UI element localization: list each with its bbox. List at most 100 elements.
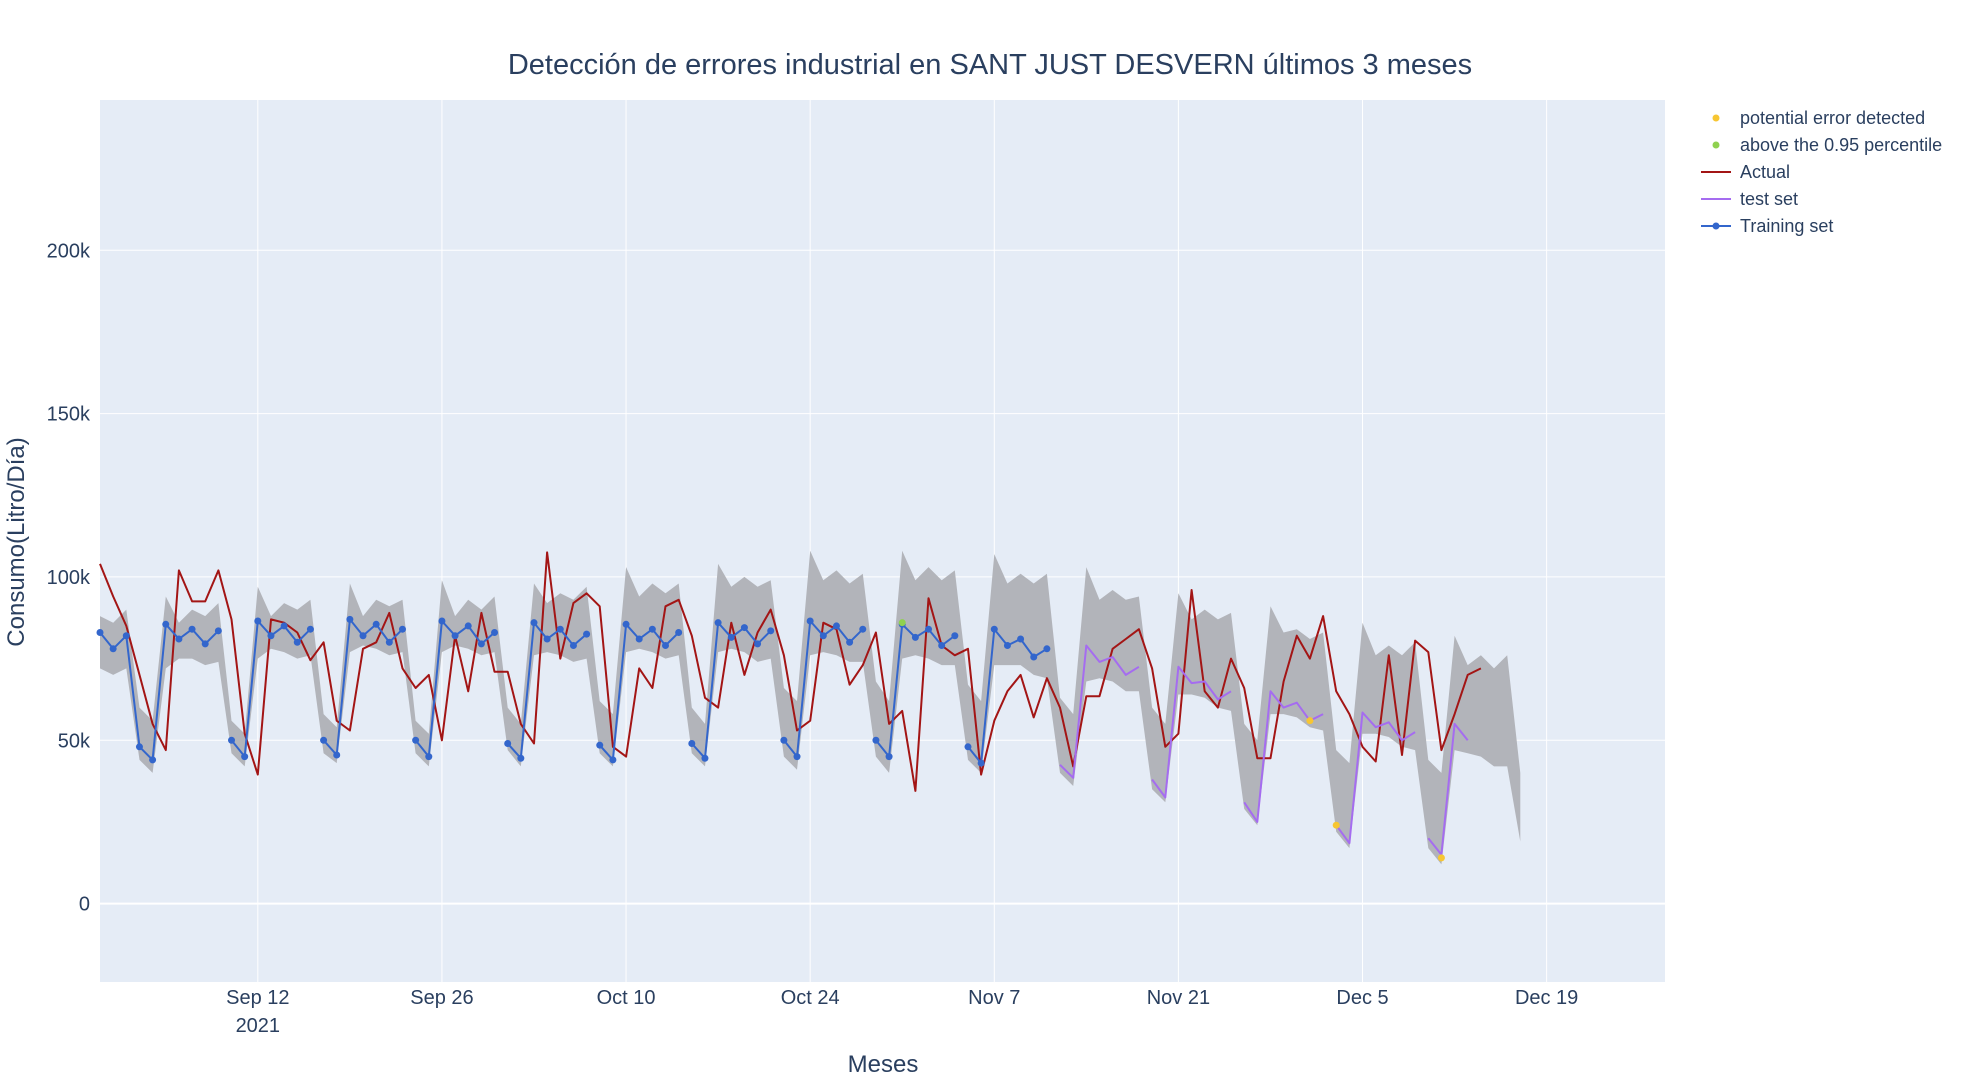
training-point <box>228 736 236 744</box>
x-tick-label: Nov 21 <box>1147 987 1210 1009</box>
training-point <box>188 625 196 633</box>
training-point <box>175 635 183 643</box>
y-tick-label: 150k <box>47 404 91 426</box>
test-series-line <box>1427 722 1469 856</box>
training-point <box>1003 642 1011 650</box>
confidence-band-area <box>100 550 1521 865</box>
chart-title: Detección de errores industrial en SANT … <box>508 49 1472 81</box>
training-point <box>925 625 933 633</box>
training-point <box>622 620 630 628</box>
training-point <box>675 628 683 636</box>
training-point <box>464 622 472 630</box>
legend-label: above the 0.95 percentile <box>1740 135 1942 155</box>
legend-swatch <box>1712 141 1720 149</box>
training-point <box>241 753 249 761</box>
training-point <box>964 743 972 751</box>
test-series-line <box>1059 644 1140 779</box>
training-point <box>938 642 946 650</box>
training-point <box>609 756 617 764</box>
training-point <box>320 736 328 744</box>
legend-item: Training set <box>1701 216 1833 236</box>
training-point <box>1017 635 1025 643</box>
x-tick-label: Dec 5 <box>1336 987 1388 1009</box>
x-tick-label: Sep 26 <box>410 987 473 1009</box>
legend-label: potential error detected <box>1740 108 1925 128</box>
legend-label: Actual <box>1740 162 1790 182</box>
training-point <box>149 756 157 764</box>
x-tick-label: Dec 19 <box>1515 987 1578 1009</box>
y-tick-label: 50k <box>58 730 91 752</box>
training-point <box>346 615 354 623</box>
training-point <box>122 632 130 640</box>
training-point <box>254 617 262 625</box>
legend-item: potential error detected <box>1712 108 1925 128</box>
training-point <box>596 741 604 749</box>
training-point <box>201 640 209 648</box>
training-point <box>96 628 104 636</box>
training-point <box>832 622 840 630</box>
training-point <box>793 753 801 761</box>
training-point <box>306 625 314 633</box>
training-point <box>846 638 854 646</box>
training-point <box>398 625 406 633</box>
training-point <box>859 625 867 633</box>
training-point <box>648 625 656 633</box>
y-tick-label: 100k <box>47 567 91 589</box>
training-point <box>372 620 380 628</box>
y-tick-label: 200k <box>47 240 91 262</box>
plot-background <box>100 100 1665 982</box>
training-point <box>727 633 735 641</box>
confidence-band <box>100 550 1521 865</box>
training-point <box>911 633 919 641</box>
training-point <box>1030 653 1038 661</box>
error-point <box>1437 854 1445 862</box>
training-point <box>990 625 998 633</box>
error-point <box>1332 821 1340 829</box>
training-point <box>517 754 525 762</box>
error-point <box>1306 717 1314 725</box>
training-point <box>412 736 420 744</box>
markers <box>96 615 1445 862</box>
training-point <box>688 740 696 748</box>
y-axis-title: Consumo(Litro/Día) <box>3 437 30 646</box>
x-tick-sublabel: 2021 <box>236 1015 281 1037</box>
training-point <box>333 751 341 759</box>
training-series-line <box>99 623 220 761</box>
x-tick-label: Sep 12 <box>226 987 289 1009</box>
training-point <box>701 754 709 762</box>
training-point <box>162 620 170 628</box>
x-axis-title: Meses <box>848 1051 919 1078</box>
training-point <box>754 640 762 648</box>
training-point <box>359 632 367 640</box>
legend-swatch <box>1712 114 1720 122</box>
above-percentile-point <box>898 619 906 627</box>
legend: potential error detected above the 0.95 p… <box>1701 108 1942 236</box>
test-series-line <box>1151 665 1232 799</box>
training-point <box>635 635 643 643</box>
training-point <box>569 642 577 650</box>
test-series-line <box>1335 711 1416 845</box>
training-point <box>780 736 788 744</box>
x-tick-label: Oct 24 <box>781 987 840 1009</box>
training-point <box>714 619 722 627</box>
training-point <box>662 642 670 650</box>
training-point <box>267 632 275 640</box>
training-point <box>951 632 959 640</box>
y-tick-label: 0 <box>79 894 90 916</box>
training-point <box>767 627 775 635</box>
legend-label: test set <box>1740 189 1798 209</box>
training-point <box>977 759 985 767</box>
training-point <box>491 628 499 636</box>
training-point <box>425 753 433 761</box>
legend-label: Training set <box>1740 216 1833 236</box>
actual-series-line <box>99 551 1482 792</box>
training-point <box>530 619 538 627</box>
training-point <box>477 640 485 648</box>
training-point <box>135 743 143 751</box>
training-point <box>872 736 880 744</box>
training-point <box>293 638 301 646</box>
training-point <box>583 630 591 638</box>
training-point <box>214 627 222 635</box>
training-point <box>806 617 814 625</box>
training-point <box>543 635 551 643</box>
